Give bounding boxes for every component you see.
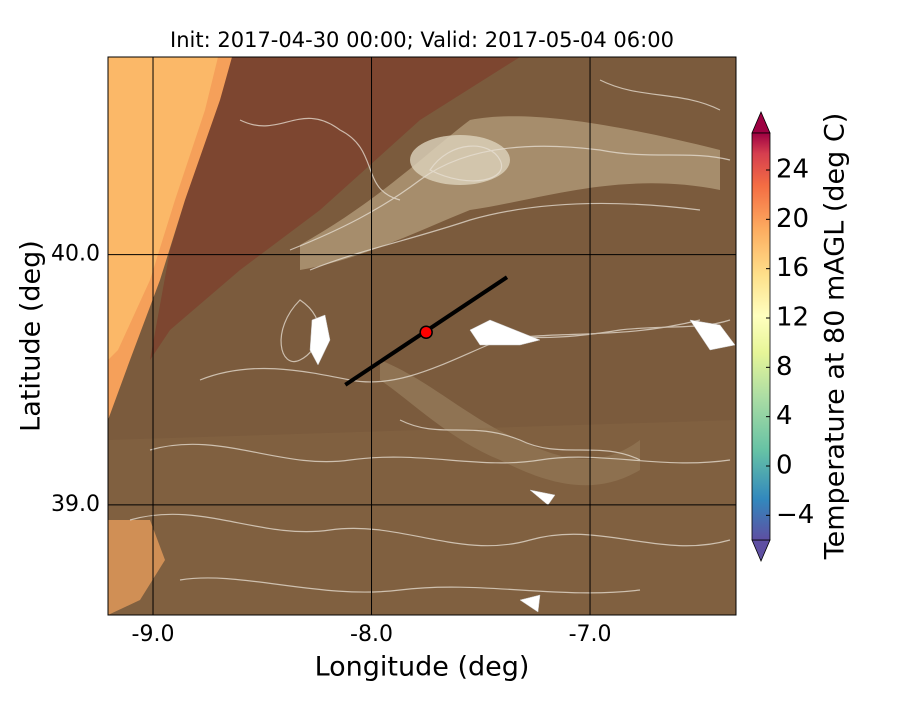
colorbar-label: Temperature at 80 mAGL (deg C) xyxy=(820,113,851,561)
colorbar-tick-label: 24 xyxy=(776,155,809,185)
x-tick-label: -9.0 xyxy=(132,622,175,647)
terrain xyxy=(108,57,736,615)
colorbar-tick-label: 20 xyxy=(776,204,809,234)
colorbar-tick-label: 0 xyxy=(776,451,793,481)
colorbar-tick-label: 12 xyxy=(776,303,809,333)
x-axis-label: Longitude (deg) xyxy=(315,652,530,683)
colorbar-tick-label: 4 xyxy=(776,401,793,431)
x-tick-label: -7.0 xyxy=(569,622,612,647)
point-marker xyxy=(419,325,433,339)
y-tick-label: 40.0 xyxy=(51,242,100,267)
y-axis-label: Latitude (deg) xyxy=(16,240,47,432)
colorbar xyxy=(751,132,771,541)
y-tick-label: 39.0 xyxy=(51,492,100,517)
colorbar-extend-max xyxy=(751,110,771,134)
colorbar-extend-min xyxy=(751,539,771,563)
colorbar-tick-label: 16 xyxy=(776,253,809,283)
x-tick-label: -8.0 xyxy=(350,622,393,647)
colorbar-tick-label: −4 xyxy=(776,500,814,530)
colorbar-tick-label: 8 xyxy=(776,352,793,382)
map-frame xyxy=(107,56,737,616)
chart-title: Init: 2017-04-30 00:00; Valid: 2017-05-0… xyxy=(170,28,674,52)
